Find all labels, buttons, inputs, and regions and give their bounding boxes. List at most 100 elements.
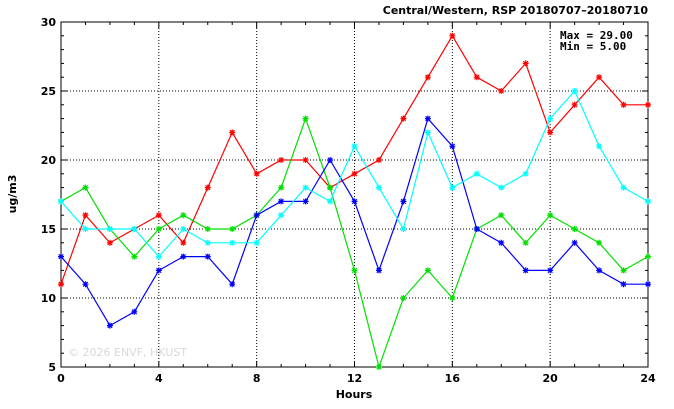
data-point [400,198,407,205]
data-point [522,170,529,177]
min-label: Min = 5.00 [560,40,626,53]
data-point [278,184,285,191]
data-point [498,212,505,219]
data-point [596,74,603,81]
data-point [645,101,651,108]
data-point [400,226,407,232]
data-point [547,115,554,122]
data-point [547,212,554,219]
data-point [302,157,309,163]
data-point [596,267,603,274]
data-point [645,253,651,260]
y-tick-label: 30 [41,16,57,29]
data-point [204,226,211,232]
data-point [278,212,285,219]
data-point [106,322,113,329]
data-point [473,74,480,81]
data-point [424,115,431,122]
axis-ticks: 0 4 8 12 16 20 24 5 10 15 20 25 30 [41,16,656,385]
data-point [473,170,480,177]
data-point [498,184,505,191]
data-point [204,253,211,260]
data-point [620,281,627,288]
data-point [180,212,187,219]
data-point [180,239,187,246]
y-tick-label: 25 [41,85,56,98]
data-point [522,267,529,274]
data-point [620,267,627,274]
data-point [596,143,603,150]
data-point [278,198,285,205]
data-point [645,281,651,288]
series-line [60,117,648,327]
data-point [547,129,554,136]
data-point [253,212,260,219]
data-point [229,129,236,136]
data-point [620,101,627,108]
data-point [424,74,431,81]
data-point [351,198,358,205]
data-point [571,101,578,108]
data-point [620,184,627,191]
data-point [82,212,89,219]
x-tick-label: 24 [640,372,656,385]
data-point [571,239,578,246]
data-point [375,184,382,191]
data-point [522,60,529,67]
data-point [204,239,211,246]
x-axis-title: Hours [336,388,373,401]
data-point [302,198,309,205]
data-point [253,239,260,246]
data-point [327,157,334,163]
data-point [449,295,456,301]
data-point [449,32,456,39]
data-point [375,267,382,274]
x-tick-label: 4 [155,372,163,385]
data-point [82,226,89,232]
data-point [473,226,480,232]
data-point [351,267,358,274]
data-point [82,281,89,288]
data-point [522,239,529,246]
data-point [278,157,285,163]
data-point [155,253,162,260]
data-point [82,184,89,191]
data-point [351,143,358,150]
x-tick-label: 20 [543,372,559,385]
data-point [229,281,236,288]
data-point [547,267,554,274]
data-point [131,308,138,315]
data-point [645,198,651,205]
data-point [253,170,260,177]
y-tick-label: 20 [41,154,57,167]
data-point [106,239,113,246]
data-point [180,253,187,260]
data-point [375,157,382,163]
data-point [400,115,407,122]
data-point [449,143,456,150]
y-tick-label: 10 [41,292,57,305]
data-point [106,226,113,232]
x-tick-label: 12 [347,372,362,385]
series-3 [58,115,651,329]
data-point [229,239,236,246]
data-point [58,198,64,205]
data-point [424,267,431,274]
data-point [131,226,138,232]
data-point [424,129,431,136]
grid [61,22,648,367]
series-group [58,32,651,370]
data-point [58,281,64,288]
y-tick-label: 15 [41,223,56,236]
data-point [375,364,382,370]
data-point [596,239,603,246]
data-point [131,253,138,260]
data-point [302,184,309,191]
chart-title: Central/Western, RSP 20180707–20180710 [383,4,649,17]
data-point [155,212,162,219]
series-line [60,116,649,370]
x-tick-label: 0 [57,372,65,385]
max-label: Max = 29.00 [560,29,633,42]
x-tick-label: 16 [445,372,461,385]
